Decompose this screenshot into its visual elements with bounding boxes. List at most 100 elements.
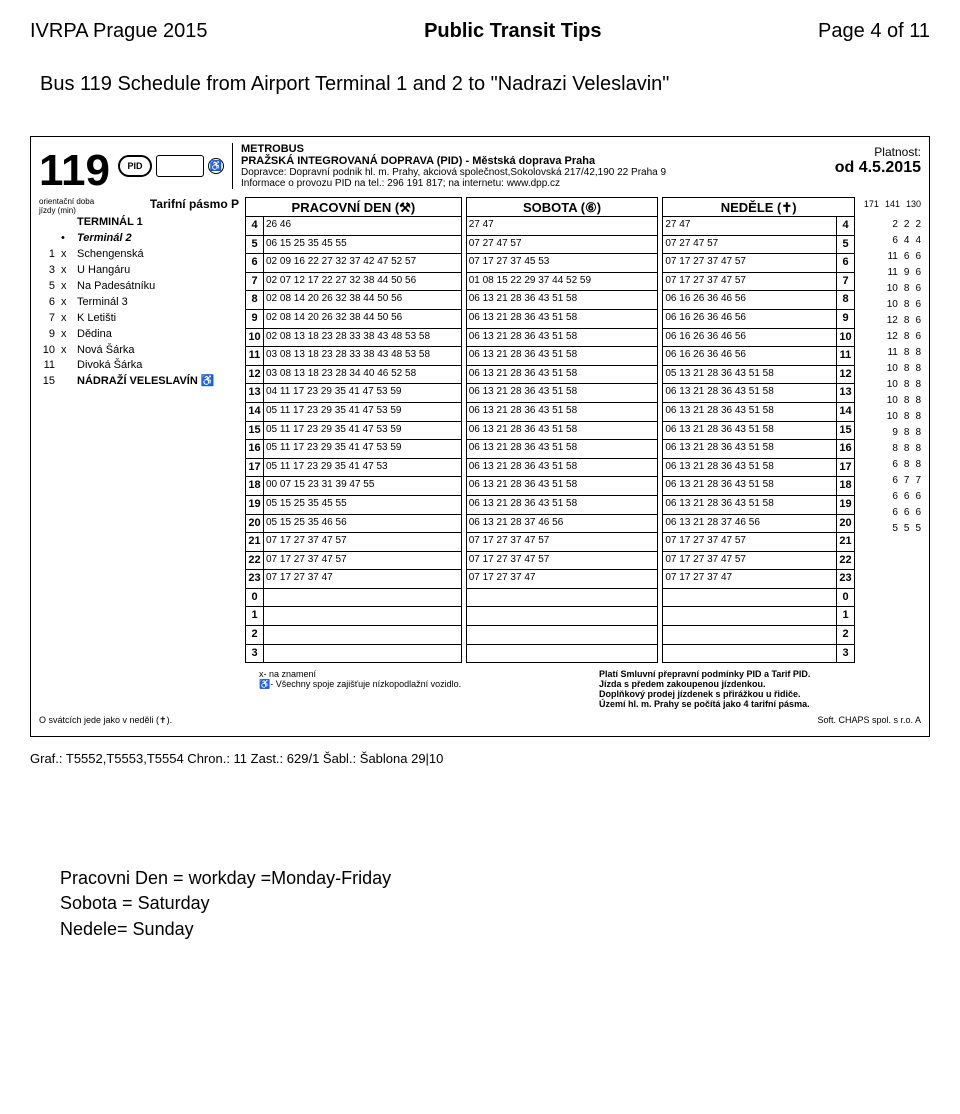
saturday-block: [466, 626, 659, 645]
hour-cell: 17: [246, 459, 264, 477]
sunday-block: 06 16 26 36 46 568: [662, 291, 855, 310]
meta-row: 688: [861, 457, 921, 473]
sunday-block: 06 13 21 28 37 46 5620: [662, 515, 855, 534]
stop-line: 11Divoká Šárka: [39, 358, 239, 374]
stop-x: x: [61, 343, 71, 359]
hour-cell: 14: [246, 403, 264, 421]
header-left: IVRPA Prague 2015: [30, 20, 208, 43]
sunday-minutes: 06 16 26 36 46 56: [663, 310, 836, 328]
meta-row: 555: [861, 521, 921, 537]
hour-cell-right: 12: [836, 366, 854, 384]
hour-cell-right: 7: [836, 273, 854, 291]
stops-hdr-right: Tarifní pásmo P: [150, 197, 239, 215]
time-row: 1103 08 13 18 23 28 33 38 43 48 53 5806 …: [245, 347, 855, 366]
hour-cell: 23: [246, 570, 264, 588]
timetable-top: 119 PID ♿ METROBUS PRAŽSKÁ INTEGROVANÁ D…: [39, 143, 921, 193]
notes: x- na znamení ♿- Všechny spoje zajišťuje…: [39, 669, 921, 709]
meta-header: 171 141 130: [861, 197, 921, 217]
stop-min: 5: [39, 279, 55, 295]
workday-block: 602 09 16 22 27 32 37 42 47 52 57: [245, 254, 462, 273]
sunday-block: 07 17 27 37 47 5721: [662, 533, 855, 552]
meta-row: 1286: [861, 329, 921, 345]
saturday-minutes: 06 13 21 28 36 43 51 58: [467, 347, 658, 365]
meta-hdr-1: 141: [885, 197, 900, 211]
sunday-block: 06 16 26 36 46 5610: [662, 329, 855, 348]
sunday-block: 27 474: [662, 217, 855, 236]
saturday-header: SOBOTA (⑥): [466, 197, 659, 217]
workday-minutes: 07 17 27 37 47: [264, 570, 461, 588]
workday-minutes: [264, 626, 461, 644]
hour-cell-right: 19: [836, 496, 854, 514]
meta-row: 644: [861, 233, 921, 249]
time-row: 2107 17 27 37 47 5707 17 27 37 47 5707 1…: [245, 533, 855, 552]
sunday-minutes: 06 16 26 36 46 56: [663, 291, 836, 309]
stop-name: Dědina: [77, 327, 239, 343]
hour-cell-right: 8: [836, 291, 854, 309]
time-row: 00: [245, 589, 855, 608]
stop-name: Nová Šárka: [77, 343, 239, 359]
stop-name: NÁDRAŽÍ VELESLAVÍN ♿: [77, 374, 239, 390]
hour-cell-right: 16: [836, 440, 854, 458]
saturday-block: 06 13 21 28 36 43 51 58: [466, 440, 659, 459]
sunday-block: 06 16 26 36 46 569: [662, 310, 855, 329]
workday-block: 702 07 12 17 22 27 32 38 44 50 56: [245, 273, 462, 292]
saturday-minutes: [467, 589, 658, 607]
saturday-minutes: 07 17 27 37 45 53: [467, 254, 658, 272]
workday-minutes: [264, 589, 461, 607]
workday-block: 1405 11 17 23 29 35 41 47 53 59: [245, 403, 462, 422]
stop-name: U Hangáru: [77, 263, 239, 279]
saturday-minutes: [467, 645, 658, 663]
sunday-minutes: 07 17 27 37 47 57: [663, 533, 836, 551]
stops-header: orientační doba jízdy (min) Tarifní pásm…: [39, 197, 239, 215]
operator-line2: Dopravce: Dopravní podnik hl. m. Prahy, …: [241, 167, 827, 178]
saturday-minutes: 06 13 21 28 36 43 51 58: [467, 440, 658, 458]
workday-block: 3: [245, 645, 462, 664]
sunday-minutes: 27 47: [663, 217, 836, 235]
saturday-block: 06 13 21 28 36 43 51 58: [466, 422, 659, 441]
saturday-block: 07 17 27 37 47: [466, 570, 659, 589]
stop-min: [39, 231, 55, 247]
stop-name: Terminál 3: [77, 295, 239, 311]
stop-x: [61, 374, 71, 390]
meta-rows: 2226441166119610861086128612861188108810…: [861, 217, 921, 537]
note-r0: Platí Smluvní přepravní podmínky PID a T…: [599, 669, 810, 679]
hour-cell: 19: [246, 496, 264, 514]
workday-minutes: 03 08 13 18 23 28 34 40 46 52 58: [264, 366, 461, 384]
sunday-header: NEDĚLE (✝): [662, 197, 855, 217]
sunday-minutes: 06 13 21 28 36 43 51 58: [663, 477, 836, 495]
saturday-block: 06 13 21 28 36 43 51 58: [466, 347, 659, 366]
sunday-block: 06 13 21 28 36 43 51 5819: [662, 496, 855, 515]
saturday-minutes: 27 47: [467, 217, 658, 235]
operator-line3: Informace o provozu PID na tel.: 296 191…: [241, 178, 827, 189]
workday-block: 2207 17 27 37 47 57: [245, 552, 462, 571]
saturday-block: 06 13 21 28 36 43 51 58: [466, 384, 659, 403]
saturday-minutes: 07 17 27 37 47: [467, 570, 658, 588]
stop-line: 6xTerminál 3: [39, 295, 239, 311]
meta-column: 171 141 130 2226441166119610861086128612…: [861, 197, 921, 663]
saturday-block: 06 13 21 28 36 43 51 58: [466, 403, 659, 422]
workday-block: 802 08 14 20 26 32 38 44 50 56: [245, 291, 462, 310]
time-row: 33: [245, 645, 855, 664]
notes-right: Platí Smluvní přepravní podmínky PID a T…: [599, 669, 810, 709]
stop-name: Divoká Šárka: [77, 358, 239, 374]
sunday-block: 06 13 21 28 36 43 51 5815: [662, 422, 855, 441]
sunday-block: 05 13 21 28 36 43 51 5812: [662, 366, 855, 385]
hour-cell-right: 6: [836, 254, 854, 272]
validity-label: Platnost:: [835, 145, 921, 159]
note-r3: Území hl. m. Prahy se počítá jako 4 tari…: [599, 699, 810, 709]
meta-row: 1088: [861, 393, 921, 409]
header-center: Public Transit Tips: [424, 20, 601, 43]
stop-x: x: [61, 295, 71, 311]
hour-cell: 13: [246, 384, 264, 402]
sunday-minutes: 07 17 27 37 47: [663, 570, 836, 588]
meta-row: 1286: [861, 313, 921, 329]
saturday-minutes: 06 13 21 28 36 43 51 58: [467, 310, 658, 328]
workday-block: 1203 08 13 18 23 28 34 40 46 52 58: [245, 366, 462, 385]
page: IVRPA Prague 2015 Public Transit Tips Pa…: [0, 0, 960, 962]
saturday-block: 06 13 21 28 36 43 51 58: [466, 366, 659, 385]
note-r1: Jízda s předem zakoupenou jízdenkou.: [599, 679, 810, 689]
stop-x: x: [61, 263, 71, 279]
stop-min: 9: [39, 327, 55, 343]
wheelchair-icon: ♿: [208, 158, 224, 174]
sunday-block: 0: [662, 589, 855, 608]
